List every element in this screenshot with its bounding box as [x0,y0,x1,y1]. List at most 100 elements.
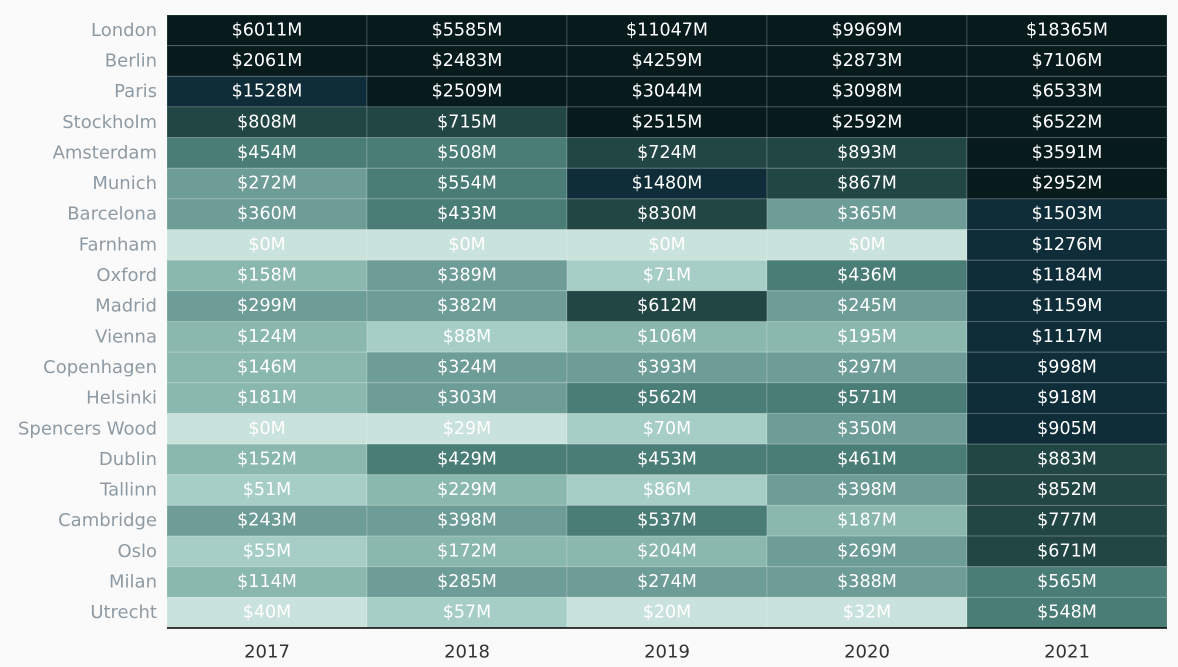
cell-value-label: $350M [837,419,897,439]
cell-value-label: $55M [243,541,292,561]
cell-value-label: $2952M [1032,174,1103,194]
cell-value-label: $398M [437,511,497,531]
heatmap-cell [766,474,968,506]
heatmap-cell [166,290,368,323]
cell-value-label: $29M [443,419,492,439]
cell-value-label: $124M [237,327,297,347]
cell-value-label: $1117M [1032,327,1103,347]
cell-value-label: $382M [437,296,497,316]
cell-value-label: $3591M [1032,143,1103,163]
heatmap-cell [366,106,568,139]
cell-value-label: $0M [848,235,885,255]
heatmap-cell [366,290,568,323]
row-label: London [91,20,157,41]
cell-value-label: $562M [637,388,697,408]
cell-value-label: $777M [1037,511,1097,531]
row-label: Farnham [79,234,157,255]
row-label: Milan [109,572,157,593]
heatmap-cell [566,14,768,47]
heatmap-cell [766,596,968,629]
row-label: Spencers Wood [18,418,157,439]
row-label: Stockholm [62,112,157,133]
cell-value-label: $1503M [1032,204,1103,224]
cell-value-label: $398M [837,480,897,500]
cell-value-label: $554M [437,174,497,194]
row-label: Oxford [96,265,157,286]
heatmap-cell [366,167,568,200]
heatmap-cell [966,382,1168,414]
row-label: Oslo [117,541,157,562]
heatmap-cell [766,167,968,200]
cell-value-label: $70M [643,419,692,439]
cell-value-label: $7106M [1032,51,1103,71]
heatmap-cell [966,167,1168,200]
heatmap-cell [366,474,568,506]
heatmap-cell [166,137,368,169]
heatmap-cell [366,259,568,292]
row-label: Madrid [95,296,157,317]
heatmap-cell [166,198,368,231]
row-label: Berlin [105,50,157,71]
heatmap-cell [966,137,1168,169]
column-label: 2018 [444,642,490,663]
heatmap-cell [766,321,968,353]
cell-value-label: $245M [837,296,897,316]
cell-value-label: $715M [437,112,497,132]
row-label: Tallinn [99,480,157,501]
heatmap-cell [566,259,768,292]
heatmap-cell [366,443,568,476]
cell-value-label: $365M [837,204,897,224]
heatmap-cell [766,535,968,568]
heatmap-cell [766,290,968,323]
heatmap-cell [766,351,968,384]
heatmap-cell [966,45,1168,77]
cell-value-label: $453M [637,449,697,469]
cell-value-label: $393M [637,357,697,377]
cell-value-label: $114M [237,572,297,592]
row-label: Munich [92,173,157,194]
cell-value-label: $181M [237,388,297,408]
row-label: Utrecht [90,602,157,623]
cell-value-label: $454M [237,143,297,163]
cell-value-label: $537M [637,511,697,531]
heatmap-cell [166,382,368,414]
heatmap-cell [566,443,768,476]
heatmap-cell [366,75,568,108]
cell-value-label: $867M [837,174,897,194]
heatmap-cell [566,474,768,506]
cell-value-label: $436M [837,266,897,286]
cell-value-label: $299M [237,296,297,316]
cell-value-label: $297M [837,357,897,377]
cell-value-label: $6522M [1032,112,1103,132]
heatmap-cell [966,198,1168,231]
cell-value-label: $71M [643,266,692,286]
row-label: Amsterdam [53,142,157,163]
column-label: 2020 [844,642,890,663]
column-labels: 2017 2018 2019 2020 2021 [244,642,1090,663]
cell-value-label: $195M [837,327,897,347]
cell-value-label: $32M [843,603,892,623]
cell-value-label: $172M [437,541,497,561]
heatmap-cell [566,167,768,200]
heatmap-cell [366,535,568,568]
cell-value-label: $4259M [632,51,703,71]
cell-value-label: $146M [237,357,297,377]
cell-value-label: $9969M [832,20,903,40]
heatmap-cell [566,290,768,323]
heatmap-cell [366,504,568,537]
heatmap-cell [766,106,968,139]
cell-value-label: $830M [637,204,697,224]
cell-value-label: $0M [448,235,485,255]
cell-value-label: $808M [237,112,297,132]
cell-value-label: $360M [237,204,297,224]
heatmap-cell [166,566,368,598]
heatmap-cell [766,198,968,231]
cell-value-label: $671M [1037,541,1097,561]
cell-value-label: $57M [443,603,492,623]
cell-value-label: $272M [237,174,297,194]
heatmap-cell [166,106,368,139]
cell-value-label: $20M [643,603,692,623]
cell-value-label: $905M [1037,419,1097,439]
column-label: 2017 [244,642,290,663]
